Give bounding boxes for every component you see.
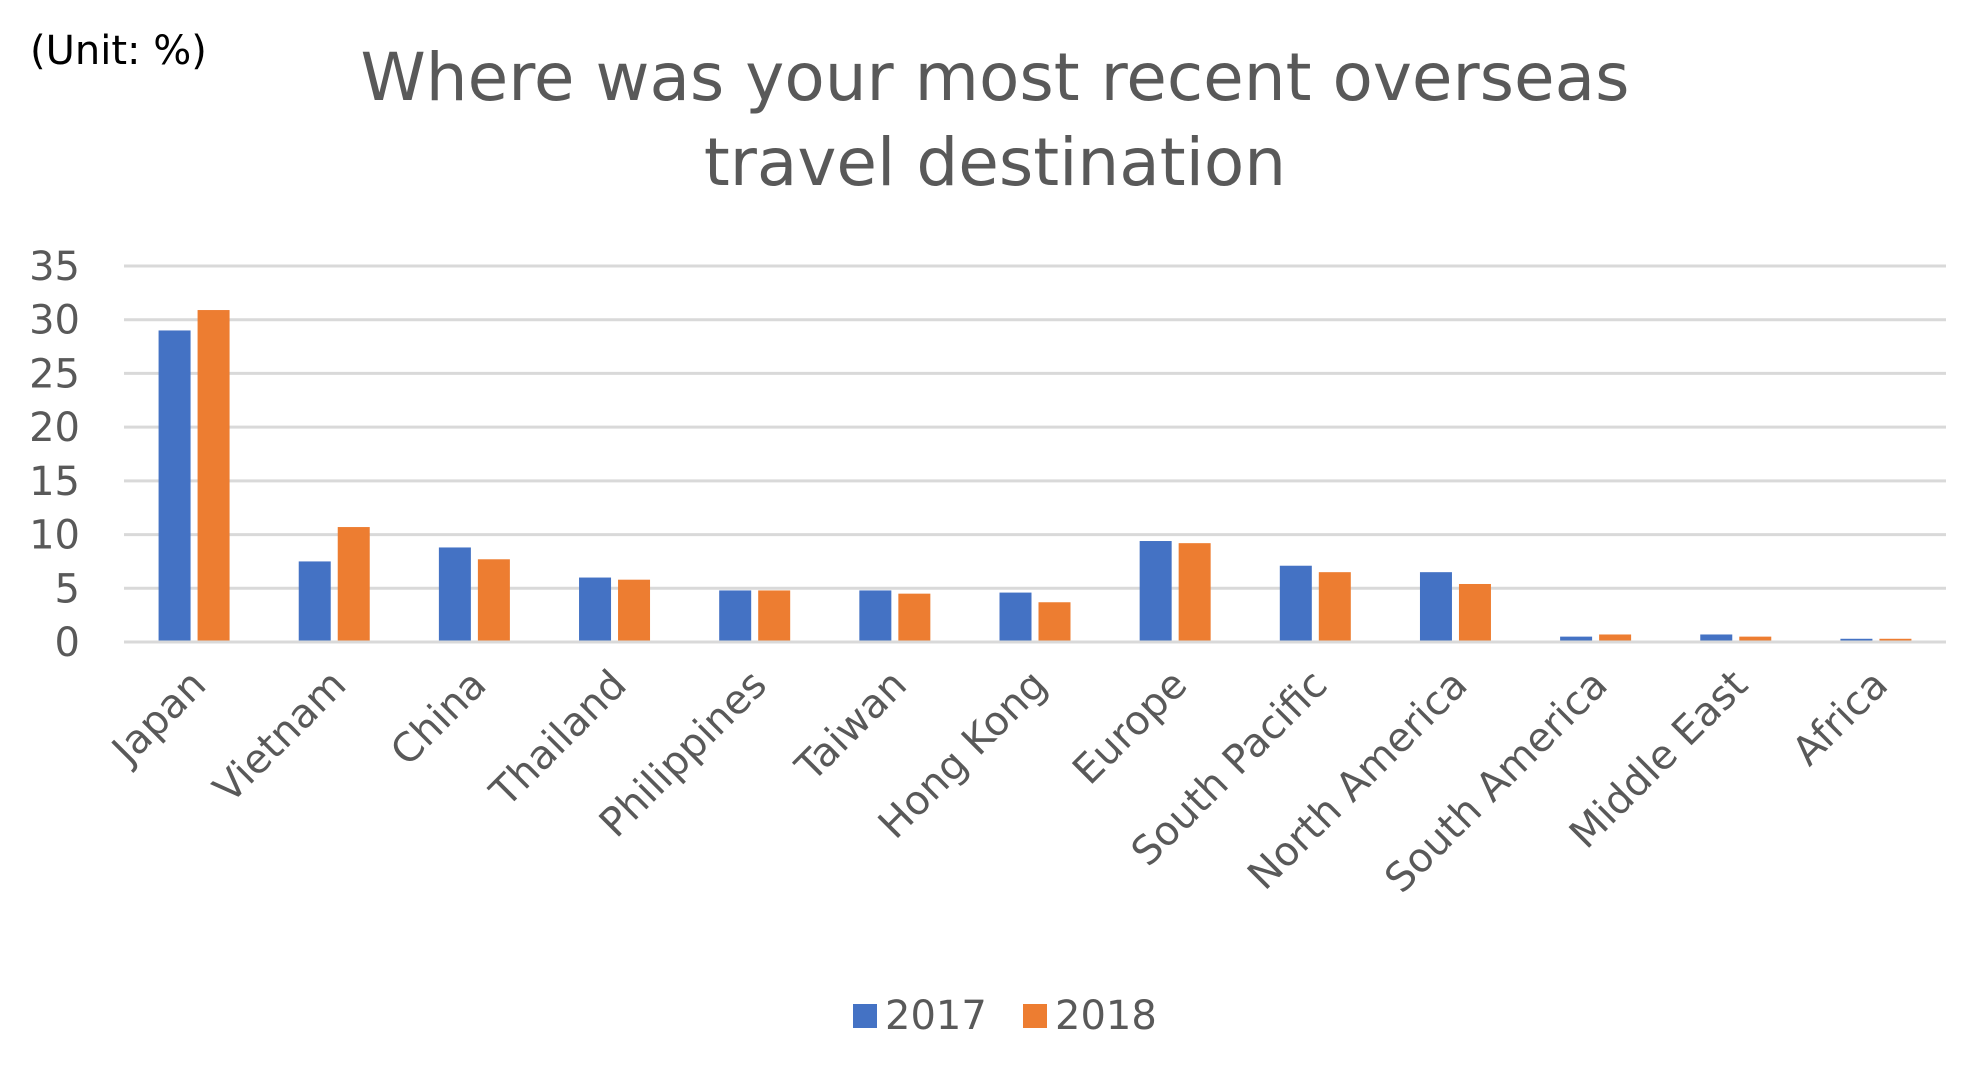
x-category-label: Japan [102,662,216,776]
unit-label: (Unit: %) [30,28,207,74]
bar-2017-taiwan [859,590,892,642]
y-tick-label: 5 [55,566,80,612]
bar-2018-hong-kong [1038,602,1071,642]
bar-2017-europe [1139,541,1172,642]
bar-2017-vietnam [298,561,331,642]
bar-2017-south-pacific [1279,565,1312,642]
bars [158,310,1912,642]
legend-label-2017: 2017 [885,993,987,1039]
y-tick-label: 20 [29,405,80,451]
bar-2017-middle-east [1700,634,1733,642]
chart-title: Where was your most recent overseas trav… [361,39,1630,201]
chart-title-line-2: travel destination [704,124,1286,201]
bar-2018-europe [1178,543,1211,642]
bar-2018-japan [197,310,230,642]
bar-2018-vietnam [337,527,370,642]
bar-2017-south-america [1560,636,1593,642]
bar-2018-thailand [618,579,651,642]
y-axis-ticks: 0 5 10 15 20 25 30 35 [29,244,80,666]
bar-2018-middle-east [1739,636,1772,642]
y-tick-label: 25 [29,351,80,397]
x-category-label: Europe [1064,662,1196,794]
gridlines [124,264,1946,590]
y-tick-label: 10 [29,513,80,559]
bar-2017-china [438,547,471,642]
bar-2017-africa [1840,638,1873,642]
bar-2017-philippines [719,590,752,642]
y-tick-label: 30 [29,298,80,344]
x-category-label: Vietnam [205,662,355,812]
bar-2017-thailand [579,577,612,642]
legend: 2017 2018 [853,993,1157,1039]
bar-2018-south-pacific [1318,572,1351,642]
chart-title-line-1: Where was your most recent overseas [361,39,1630,116]
bar-2018-north-america [1458,583,1491,642]
y-tick-label: 15 [29,459,80,505]
x-category-label: China [382,662,495,775]
y-tick-label: 35 [29,244,80,290]
legend-swatch-2018 [1023,1004,1047,1028]
legend-swatch-2017 [853,1004,877,1028]
bar-2018-taiwan [898,593,931,642]
bar-2018-china [477,559,510,642]
x-category-label: Africa [1784,662,1897,775]
bar-2018-philippines [758,590,791,642]
bar-2017-hong-kong [999,592,1032,642]
bar-2017-japan [158,330,191,642]
bar-2018-south-america [1599,634,1632,642]
bar-2017-north-america [1419,572,1452,642]
x-category-label: Taiwan [787,662,916,791]
y-tick-label: 0 [55,620,80,666]
legend-label-2018: 2018 [1055,993,1157,1039]
bar-2018-africa [1879,638,1912,642]
